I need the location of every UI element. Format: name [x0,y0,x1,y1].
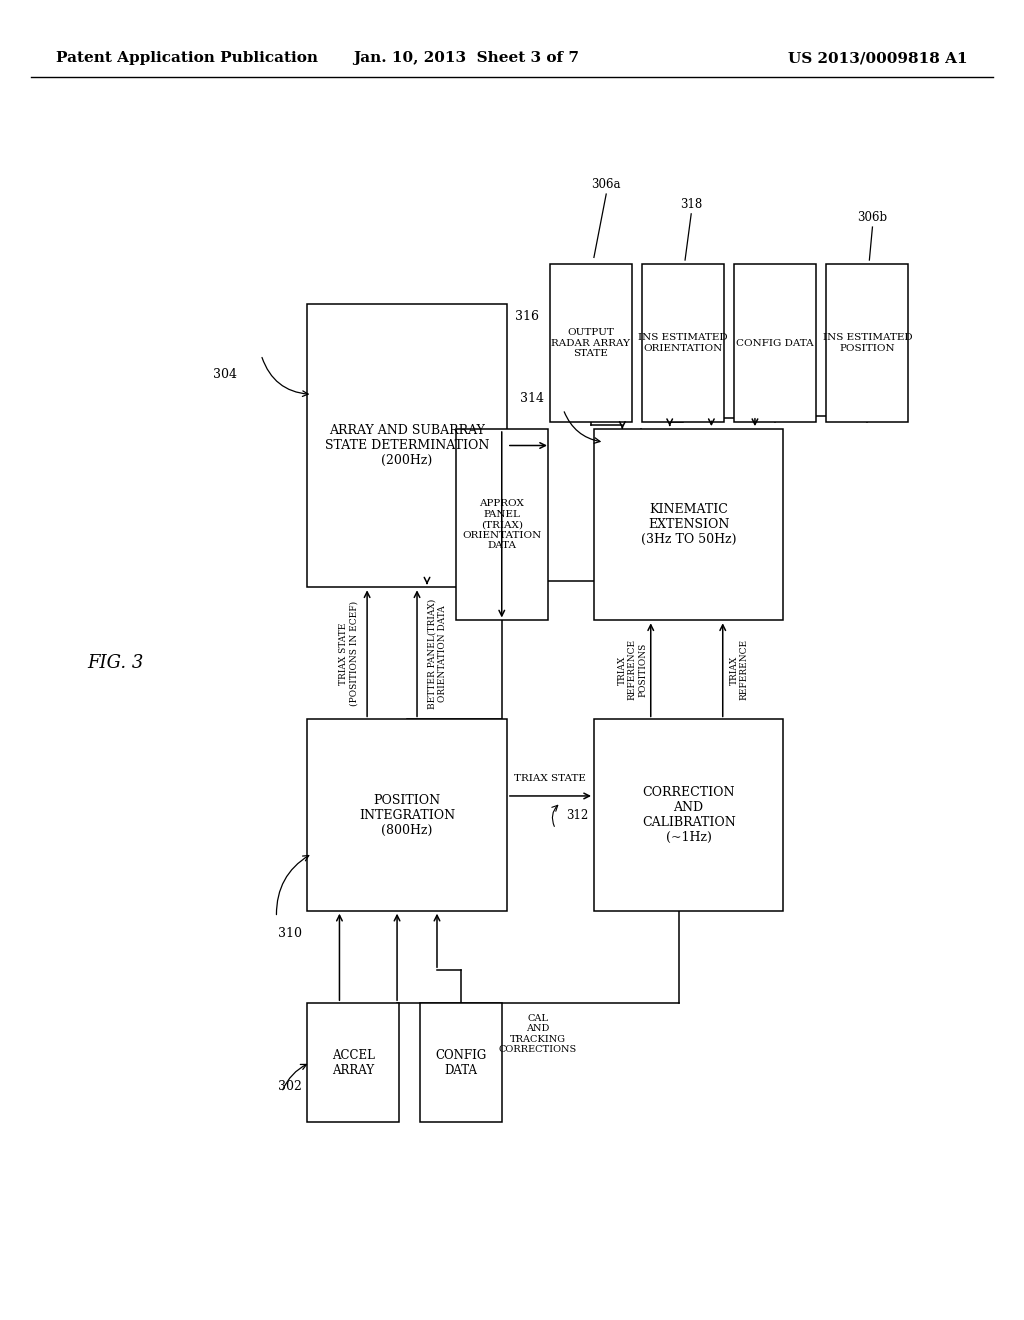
Text: 306a: 306a [592,178,621,191]
Text: 312: 312 [565,809,588,822]
Text: ACCEL
ARRAY: ACCEL ARRAY [332,1048,375,1077]
Text: 318: 318 [680,198,702,211]
Text: APPROX
PANEL
(TRIAX)
ORIENTATION
DATA: APPROX PANEL (TRIAX) ORIENTATION DATA [462,499,542,550]
Text: INS ESTIMATED
ORIENTATION: INS ESTIMATED ORIENTATION [638,334,728,352]
Bar [307,1003,399,1122]
Bar [734,264,816,422]
Bar [307,304,507,587]
Bar [307,719,507,911]
Bar [550,264,632,422]
Text: Patent Application Publication: Patent Application Publication [56,51,318,65]
Bar [594,429,783,620]
Text: INS ESTIMATED
POSITION: INS ESTIMATED POSITION [822,334,912,352]
Bar [826,264,908,422]
Text: TRIAX STATE: TRIAX STATE [514,774,587,783]
Bar [594,719,783,911]
Bar [642,264,724,422]
Text: FIG. 3: FIG. 3 [87,653,143,672]
Text: BETTER PANEL(TRIAX)
ORIENTATION DATA: BETTER PANEL(TRIAX) ORIENTATION DATA [428,598,447,709]
Text: ARRAY AND SUBARRAY
STATE DETERMINATION
(200Hz): ARRAY AND SUBARRAY STATE DETERMINATION (… [325,424,489,467]
Text: 306b: 306b [857,211,888,224]
Text: CONFIG
DATA: CONFIG DATA [435,1048,486,1077]
Text: 310: 310 [279,927,302,940]
Text: 316: 316 [515,310,539,323]
Text: POSITION
INTEGRATION
(800Hz): POSITION INTEGRATION (800Hz) [359,793,455,837]
Bar [420,1003,502,1122]
Text: 314: 314 [520,392,545,405]
Text: CONFIG DATA: CONFIG DATA [736,339,814,347]
Text: TRIAX STATE
(POSITIONS IN ECEF): TRIAX STATE (POSITIONS IN ECEF) [339,601,358,706]
Text: OUTPUT
RADAR ARRAY
STATE: OUTPUT RADAR ARRAY STATE [551,329,631,358]
Text: TRIAX
REFERENCE
POSITIONS: TRIAX REFERENCE POSITIONS [617,639,647,701]
Text: US 2013/0009818 A1: US 2013/0009818 A1 [788,51,968,65]
Text: 304: 304 [213,368,238,381]
Text: 302: 302 [279,1080,302,1093]
Text: CORRECTION
AND
CALIBRATION
(~1Hz): CORRECTION AND CALIBRATION (~1Hz) [642,787,735,843]
Text: Jan. 10, 2013  Sheet 3 of 7: Jan. 10, 2013 Sheet 3 of 7 [353,51,579,65]
Text: TRIAX
REFERENCE: TRIAX REFERENCE [729,639,749,701]
Text: CAL
AND
TRACKING
CORRECTIONS: CAL AND TRACKING CORRECTIONS [499,1014,578,1053]
Bar [456,429,548,620]
Text: KINEMATIC
EXTENSION
(3Hz TO 50Hz): KINEMATIC EXTENSION (3Hz TO 50Hz) [641,503,736,546]
